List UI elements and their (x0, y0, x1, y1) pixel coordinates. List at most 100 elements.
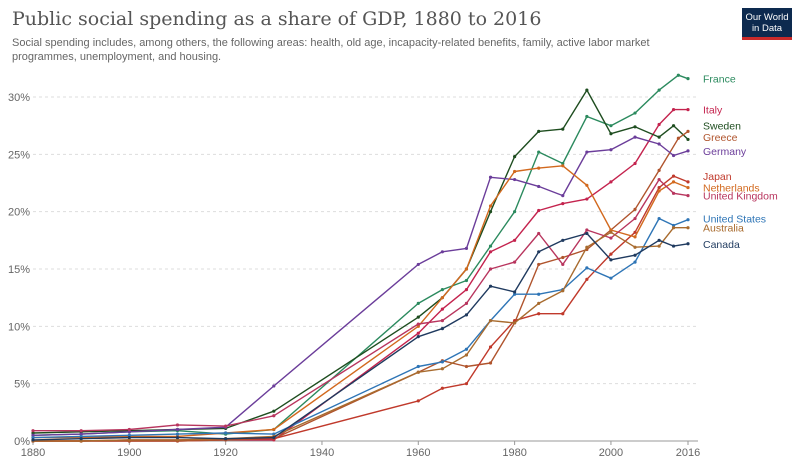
data-point-united-kingdom (416, 322, 420, 326)
data-point-united-kingdom (175, 423, 180, 427)
data-point-canada (609, 258, 613, 262)
data-point-france (633, 111, 637, 115)
data-point-france (686, 77, 690, 81)
data-point-netherlands (585, 183, 589, 187)
data-point-germany (657, 142, 661, 146)
data-point-united-states (440, 360, 444, 364)
data-point-japan (633, 230, 637, 234)
data-point-united-kingdom (224, 424, 228, 428)
data-point-france (440, 288, 444, 292)
data-point-united-kingdom (464, 301, 469, 305)
data-point-greece (561, 255, 565, 260)
series-line-sweden[interactable] (32, 89, 689, 434)
data-point-france (416, 301, 420, 305)
data-point-netherlands (513, 169, 517, 174)
data-point-japan (657, 185, 661, 190)
data-point-japan (488, 345, 493, 349)
series-line-france[interactable] (32, 74, 689, 436)
data-point-japan (464, 382, 469, 386)
chart-title: Public social spending as a share of GDP… (12, 8, 542, 30)
y-tick-label: 15% (8, 264, 30, 276)
data-point-canada (416, 335, 420, 339)
data-point-australia (464, 353, 469, 357)
data-point-greece (676, 136, 680, 140)
data-point-italy (464, 288, 469, 292)
data-point-australia (585, 245, 589, 249)
gridlines (33, 96, 698, 442)
data-point-italy (686, 108, 690, 112)
data-point-italy (609, 180, 613, 184)
data-point-canada (513, 290, 517, 294)
data-point-sweden (513, 155, 517, 159)
data-point-italy (585, 197, 589, 201)
data-point-united-kingdom (440, 319, 444, 323)
data-point-united-kingdom (657, 177, 661, 182)
data-point-japan (416, 399, 420, 403)
data-point-germany (609, 148, 613, 152)
data-point-canada (224, 437, 228, 441)
data-point-australia (416, 370, 420, 374)
series-line-netherlands[interactable] (33, 165, 689, 439)
series-line-united-states[interactable] (32, 217, 689, 439)
data-point-netherlands (272, 427, 276, 432)
data-point-united-states (79, 434, 83, 439)
data-point-australia (657, 244, 661, 248)
data-point-netherlands (488, 204, 493, 208)
data-point-france (488, 244, 493, 248)
series-label-italy: Italy (703, 105, 723, 117)
x-tick-label: 1920 (213, 447, 237, 459)
data-point-united-kingdom (488, 267, 493, 271)
data-point-australia (127, 438, 131, 442)
data-point-germany (488, 175, 493, 179)
x-axis: 1880 1900 1920 1940 1960 1980 2000 2016 (21, 440, 700, 459)
owid-logo[interactable]: Our World in Data (742, 8, 792, 40)
data-point-canada (671, 244, 676, 248)
data-point-canada (633, 253, 637, 257)
data-point-canada (440, 327, 444, 331)
series-line-japan[interactable] (33, 175, 689, 442)
data-point-italy (671, 108, 676, 112)
data-point-united-kingdom (609, 236, 613, 240)
data-point-united-states (537, 292, 541, 296)
data-point-australia (686, 226, 690, 230)
data-point-sweden (633, 125, 637, 129)
x-tick-label: 1980 (502, 447, 526, 459)
data-point-greece (537, 262, 541, 267)
data-point-japan (585, 277, 589, 281)
data-point-australia (513, 321, 517, 325)
data-point-united-states (686, 218, 690, 222)
data-point-germany (633, 135, 637, 139)
data-point-united-kingdom (537, 231, 541, 236)
series-line-germany[interactable] (32, 136, 689, 436)
data-point-japan (686, 180, 690, 184)
data-point-netherlands (609, 228, 613, 232)
data-point-canada (31, 438, 35, 442)
data-point-australia (671, 226, 676, 230)
data-point-greece (488, 361, 493, 365)
data-point-canada (272, 435, 276, 440)
data-point-netherlands (416, 324, 420, 328)
series-label-netherlands: Netherlands (703, 183, 760, 195)
series-line-australia[interactable] (33, 227, 688, 442)
data-point-sweden (272, 409, 276, 413)
series-label-australia: Australia (703, 223, 744, 235)
series-label-united-states: United States (703, 214, 766, 226)
data-point-united-states (633, 260, 637, 264)
data-point-japan (561, 312, 565, 316)
series-line-greece[interactable] (33, 130, 689, 442)
y-tick-label: 20% (8, 207, 30, 219)
data-point-france (657, 88, 661, 92)
series-line-canada[interactable] (32, 232, 689, 441)
data-point-canada (561, 238, 565, 242)
data-point-united-states (513, 292, 517, 296)
chart-subtitle: Social spending includes, among others, … (12, 37, 650, 63)
logo-line-2: in Data (751, 22, 783, 34)
y-tick-label: 5% (14, 379, 30, 391)
data-point-france (513, 210, 517, 214)
data-point-canada (657, 238, 661, 242)
y-tick-label: 10% (8, 321, 30, 333)
data-point-japan (440, 386, 444, 390)
data-point-australia (175, 438, 180, 442)
